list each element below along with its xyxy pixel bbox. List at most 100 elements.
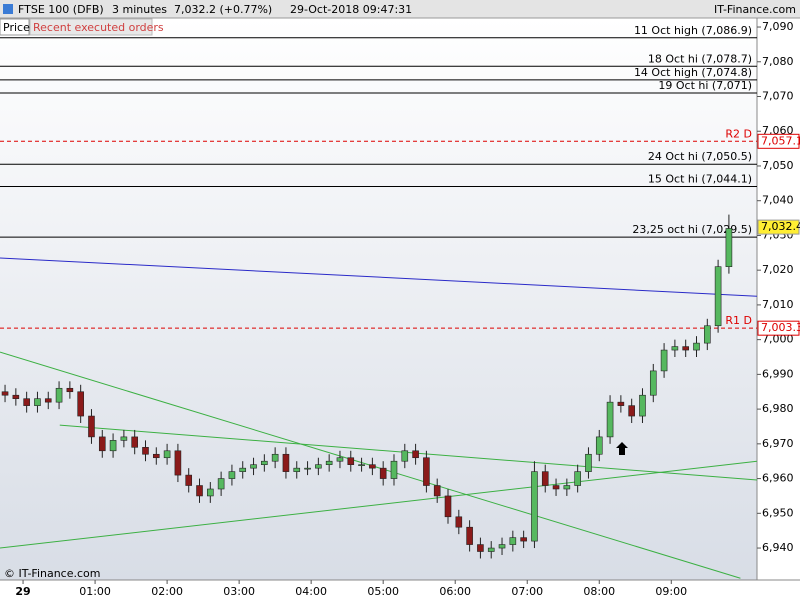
level-label: 14 Oct high (7,074.8) (634, 66, 752, 79)
candle-body (520, 537, 527, 542)
candle-body (498, 544, 506, 549)
candle-body (552, 485, 560, 490)
y-tick-label: 7,050 (762, 159, 794, 172)
level-label: 19 Oct hi (7,071) (658, 79, 752, 92)
candle-body (336, 457, 344, 462)
candle-body (649, 370, 657, 396)
x-tick-label: 06:00 (439, 585, 471, 598)
candle-body (704, 325, 711, 344)
interval: 3 minutes (112, 3, 167, 16)
candle-body (163, 450, 171, 459)
candle-body (228, 471, 236, 479)
candle-body (487, 547, 495, 552)
candle-body (541, 471, 549, 486)
candle-body (293, 467, 301, 472)
datetime: 29-Oct-2018 09:47:31 (290, 3, 412, 16)
candle-body (98, 436, 106, 452)
candle-body (390, 460, 398, 479)
candle-body (401, 450, 409, 462)
candle-body (66, 387, 74, 393)
watermark: © IT-Finance.com (4, 567, 101, 580)
candle-body (1, 391, 9, 396)
x-tick-label: 07:00 (511, 585, 543, 598)
plot-area (0, 18, 757, 580)
candle-body (369, 464, 376, 469)
candle-body (574, 471, 581, 486)
candle-body (304, 467, 311, 470)
candle-body (477, 544, 484, 552)
x-tick-label: 03:00 (223, 585, 255, 598)
candle-body (466, 526, 473, 545)
candle-body (77, 391, 84, 417)
tab-orders[interactable] (29, 18, 153, 36)
y-tick-label: 7,080 (762, 55, 794, 68)
candle-body (347, 457, 355, 465)
level-label: 23,25 oct hi (7,029.5) (632, 223, 752, 236)
candle-body (444, 495, 452, 518)
y-tick-label: 6,970 (762, 437, 794, 450)
candle-body (714, 266, 722, 327)
y-tick-label: 6,950 (762, 506, 794, 519)
header-bar (0, 0, 800, 18)
level-tag (757, 320, 800, 336)
candle-body (412, 450, 419, 459)
candle-body (55, 387, 63, 403)
candle-body (325, 460, 333, 465)
candle-body (455, 516, 463, 528)
level-tag (757, 133, 800, 149)
level-label: 15 Oct hi (7,044.1) (648, 172, 752, 185)
candle-body (261, 460, 268, 465)
level-label: 11 Oct high (7,086.9) (634, 24, 752, 37)
y-tick-label: 7,020 (762, 263, 794, 276)
candle-body (185, 474, 193, 486)
candle-body (44, 398, 52, 403)
y-tick-label: 6,980 (762, 402, 794, 415)
candle-body (660, 349, 668, 372)
level-label: 18 Oct hi (7,078.7) (648, 52, 752, 65)
level-label: 24 Oct hi (7,050.5) (648, 150, 752, 163)
brand: IT-Finance.com (714, 3, 796, 16)
candle-body (34, 398, 41, 406)
candle-body (563, 485, 571, 490)
candle-body (531, 471, 538, 542)
candle-body (509, 537, 517, 545)
candle-body (358, 464, 365, 466)
candle-body (423, 457, 430, 486)
level-tag-label: 7,057.1 (761, 134, 800, 147)
x-tick-label: 02:00 (151, 585, 183, 598)
y-tick-label: 7,000 (762, 333, 794, 346)
y-tick-label: 6,960 (762, 472, 794, 485)
level-label: R1 D (725, 314, 752, 327)
candle-body (639, 394, 646, 417)
candle-body (595, 436, 603, 455)
price: 7,032.2 (+0.77%) (174, 3, 272, 16)
candle-body (282, 453, 290, 472)
candle-body (196, 485, 203, 497)
tab-label[interactable]: Price (3, 21, 30, 34)
level-label: R2 D (725, 127, 752, 140)
candle-body (207, 488, 214, 497)
last-price-label: 7,032.4 (761, 220, 800, 233)
candle-body (725, 228, 733, 267)
candle-body (628, 405, 635, 417)
candle-body (682, 346, 689, 351)
y-tick-label: 7,040 (762, 194, 794, 207)
candle-body (585, 453, 592, 472)
arrow-icon (616, 442, 628, 455)
candle-body (131, 436, 138, 448)
candle-body (152, 453, 160, 459)
candle-body (271, 453, 279, 462)
candle-body (174, 450, 182, 476)
candle-body (12, 394, 20, 399)
candle-body (142, 447, 149, 455)
candle-body (671, 346, 679, 351)
y-tick-label: 7,010 (762, 298, 794, 311)
tab-price[interactable] (0, 18, 30, 36)
candle-body (433, 485, 441, 497)
y-tick-label: 7,090 (762, 20, 794, 33)
tab-label[interactable]: Recent executed orders (33, 21, 164, 34)
candle-body (250, 464, 257, 469)
instrument-icon (3, 4, 13, 14)
instrument: FTSE 100 (DFB) (18, 3, 104, 16)
